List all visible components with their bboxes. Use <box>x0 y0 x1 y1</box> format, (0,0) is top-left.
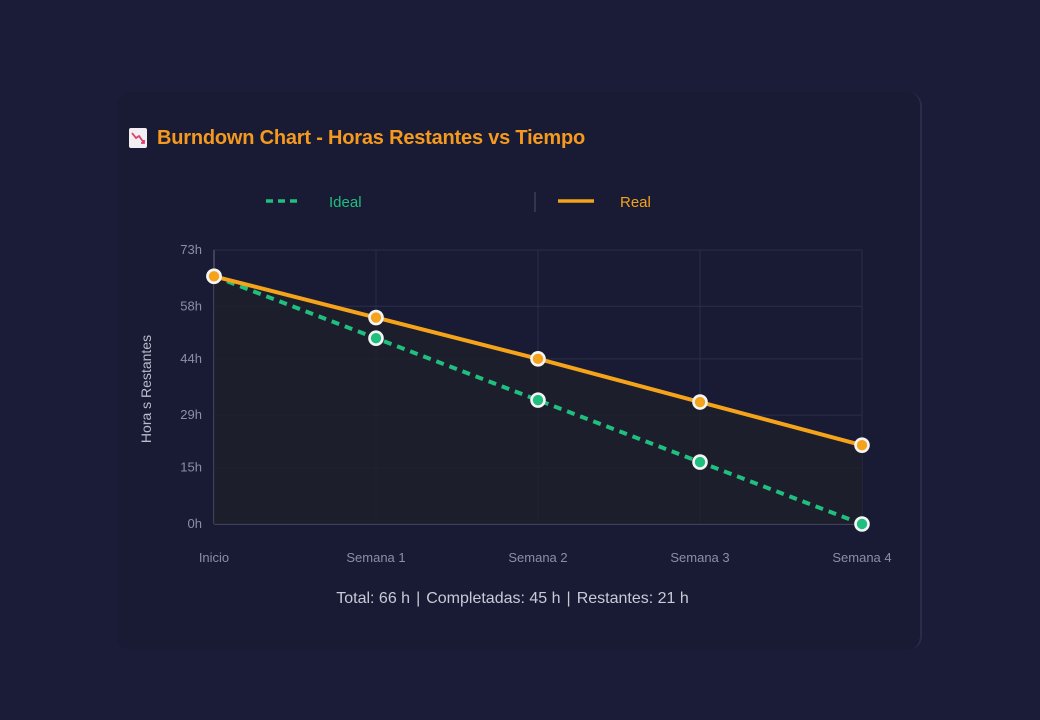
y-tick-label: 29h <box>180 407 202 422</box>
data-point-ideal[interactable] <box>368 330 384 347</box>
y-axis-ticks: 0h 15h 29h 44h 58h 73h <box>180 242 202 531</box>
chart-decreasing-icon <box>129 128 147 148</box>
data-point-real[interactable] <box>692 394 708 410</box>
x-tick-label: Inicio <box>199 550 229 565</box>
legend-label-real[interactable]: Real <box>620 194 651 211</box>
y-tick-label: 15h <box>180 460 202 475</box>
y-tick-label: 44h <box>180 351 202 366</box>
legend: Ideal Real <box>266 192 651 212</box>
summary-completed: Completadas: 45 h <box>426 590 561 607</box>
data-point-real[interactable] <box>530 351 546 367</box>
summary-total: Total: 66 h <box>336 590 411 607</box>
chart-title-row: Burndown Chart - Horas Restantes vs Tiem… <box>128 124 585 152</box>
y-tick-label: 0h <box>188 516 202 531</box>
y-tick-label: 73h <box>180 242 202 257</box>
data-point-ideal[interactable] <box>854 516 870 532</box>
legend-label-ideal[interactable]: Ideal <box>329 194 362 211</box>
summary-separator: | <box>566 590 571 607</box>
x-axis-ticks: Inicio Semana 1 Semana 2 Semana 3 Semana 4 <box>199 550 892 565</box>
data-point-ideal[interactable] <box>692 454 708 470</box>
summary-line: Total: 66 h | Completadas: 45 h | Restantes:… <box>0 590 1025 608</box>
x-tick-label: Semana 4 <box>832 550 891 565</box>
data-point-real[interactable] <box>368 309 384 326</box>
data-point-real[interactable] <box>206 268 222 285</box>
x-tick-label: Semana 1 <box>346 550 405 565</box>
summary-remaining: Restantes: 21 h <box>576 590 689 607</box>
summary-separator: | <box>416 590 421 607</box>
data-point-ideal[interactable] <box>530 392 546 408</box>
y-axis-title: Hora s Restantes <box>138 335 154 443</box>
chart-title: Burndown Chart - Horas Restantes vs Tiem… <box>157 126 585 149</box>
series <box>206 268 870 532</box>
x-tick-label: Semana 3 <box>670 550 729 565</box>
y-tick-label: 58h <box>180 298 202 313</box>
series-line-ideal <box>213 274 863 526</box>
x-tick-label: Semana 2 <box>508 550 567 565</box>
data-point-real[interactable] <box>854 437 870 453</box>
